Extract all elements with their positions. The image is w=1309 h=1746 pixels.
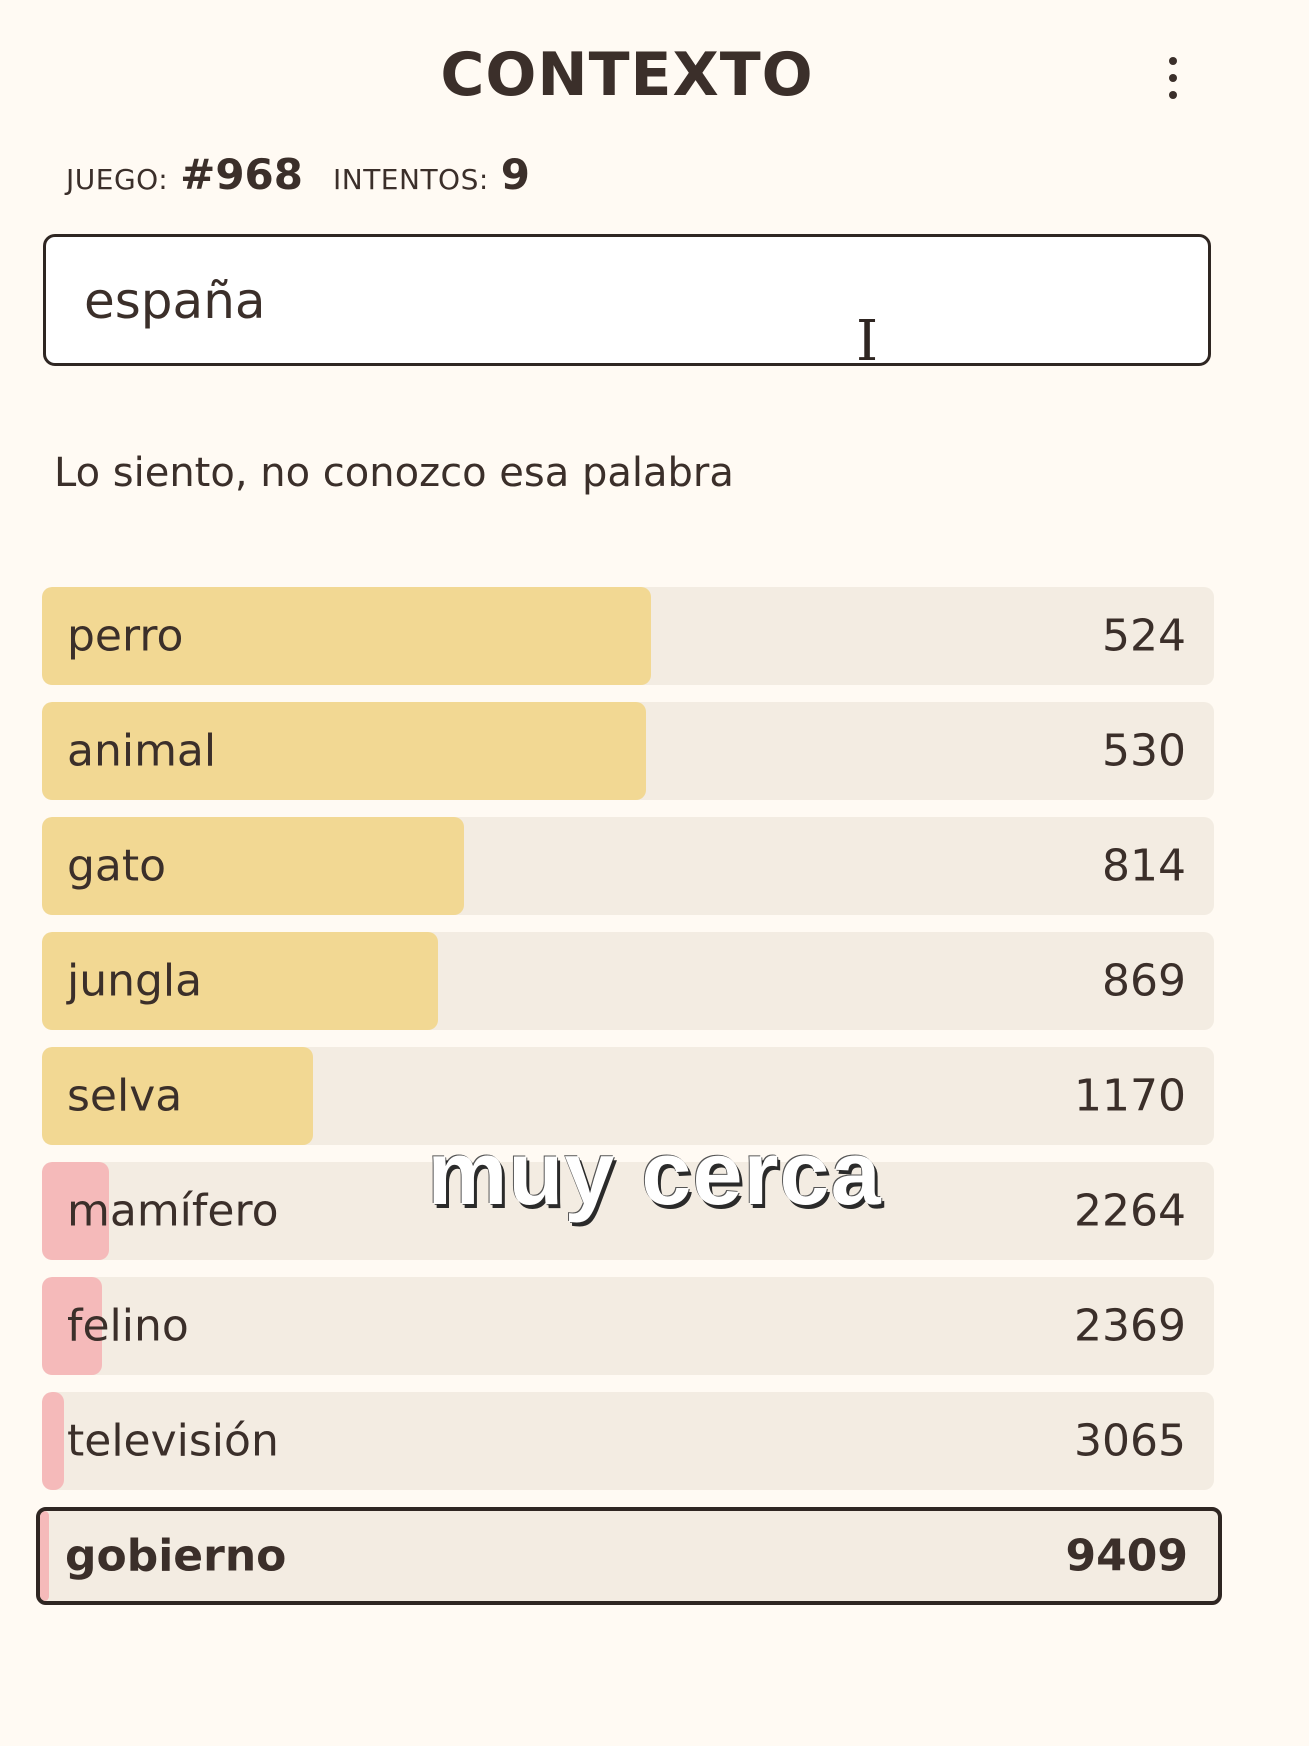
guess-row: mamífero 2264 xyxy=(42,1162,1214,1260)
guess-row: perro 524 xyxy=(42,587,1214,685)
guess-word: jungla xyxy=(67,955,203,1007)
kebab-menu-icon[interactable] xyxy=(1155,48,1191,108)
game-number: #968 xyxy=(180,150,303,199)
guess-word: gobierno xyxy=(65,1530,287,1582)
proximity-bar xyxy=(42,1392,65,1490)
proximity-bar xyxy=(42,817,464,915)
guess-rank: 1170 xyxy=(1074,1070,1186,1122)
guess-word: perro xyxy=(67,610,184,662)
guess-input-box[interactable]: I xyxy=(43,234,1211,374)
attempts-count: 9 xyxy=(500,150,531,199)
current-guess-row: gobierno 9409 xyxy=(36,1507,1222,1605)
guess-rank: 530 xyxy=(1102,725,1186,777)
attempts-label: INTENTOS: xyxy=(333,163,489,196)
guess-input[interactable] xyxy=(82,267,986,335)
header: CONTEXTO xyxy=(0,30,1309,120)
guess-row: selva 1170 xyxy=(42,1047,1214,1145)
game-stats: JUEGO: #968 INTENTOS: 9 xyxy=(66,150,548,199)
guess-list: perro 524 animal 530 gato 814 jungla 869 selva 11… xyxy=(36,587,1222,1622)
guess-rank: 814 xyxy=(1102,840,1186,892)
proximity-bar xyxy=(42,1047,313,1145)
menu-dot xyxy=(1169,74,1177,82)
guess-word: animal xyxy=(67,725,217,777)
game-label: JUEGO: xyxy=(66,163,169,196)
app-title: CONTEXTO xyxy=(440,40,814,110)
proximity-bar xyxy=(42,1162,109,1260)
guess-row: animal 530 xyxy=(42,702,1214,800)
proximity-bar xyxy=(42,932,439,1030)
text-cursor-icon: I xyxy=(856,309,879,374)
proximity-bar xyxy=(42,587,652,685)
menu-dot xyxy=(1169,57,1177,65)
guess-word: felino xyxy=(67,1300,189,1352)
guess-row: jungla 869 xyxy=(42,932,1214,1030)
guess-rank: 524 xyxy=(1102,610,1186,662)
proximity-bar xyxy=(42,1277,102,1375)
guess-rank: 2369 xyxy=(1074,1300,1186,1352)
proximity-bar xyxy=(42,702,646,800)
guess-word: gato xyxy=(67,840,167,892)
guess-word: mamífero xyxy=(67,1185,279,1237)
guess-word: televisión xyxy=(67,1415,279,1467)
guess-row: televisión 3065 xyxy=(42,1392,1214,1490)
guess-row: felino 2369 xyxy=(42,1277,1214,1375)
guess-rank: 869 xyxy=(1102,955,1186,1007)
guess-rank: 3065 xyxy=(1074,1415,1186,1467)
proximity-bar xyxy=(40,1511,50,1601)
guess-word: selva xyxy=(67,1070,183,1122)
guess-rank: 9409 xyxy=(1065,1530,1188,1582)
guess-rank: 2264 xyxy=(1074,1185,1186,1237)
menu-dot xyxy=(1169,91,1177,99)
guess-row: gato 814 xyxy=(42,817,1214,915)
error-message: Lo siento, no conozco esa palabra xyxy=(54,450,734,496)
